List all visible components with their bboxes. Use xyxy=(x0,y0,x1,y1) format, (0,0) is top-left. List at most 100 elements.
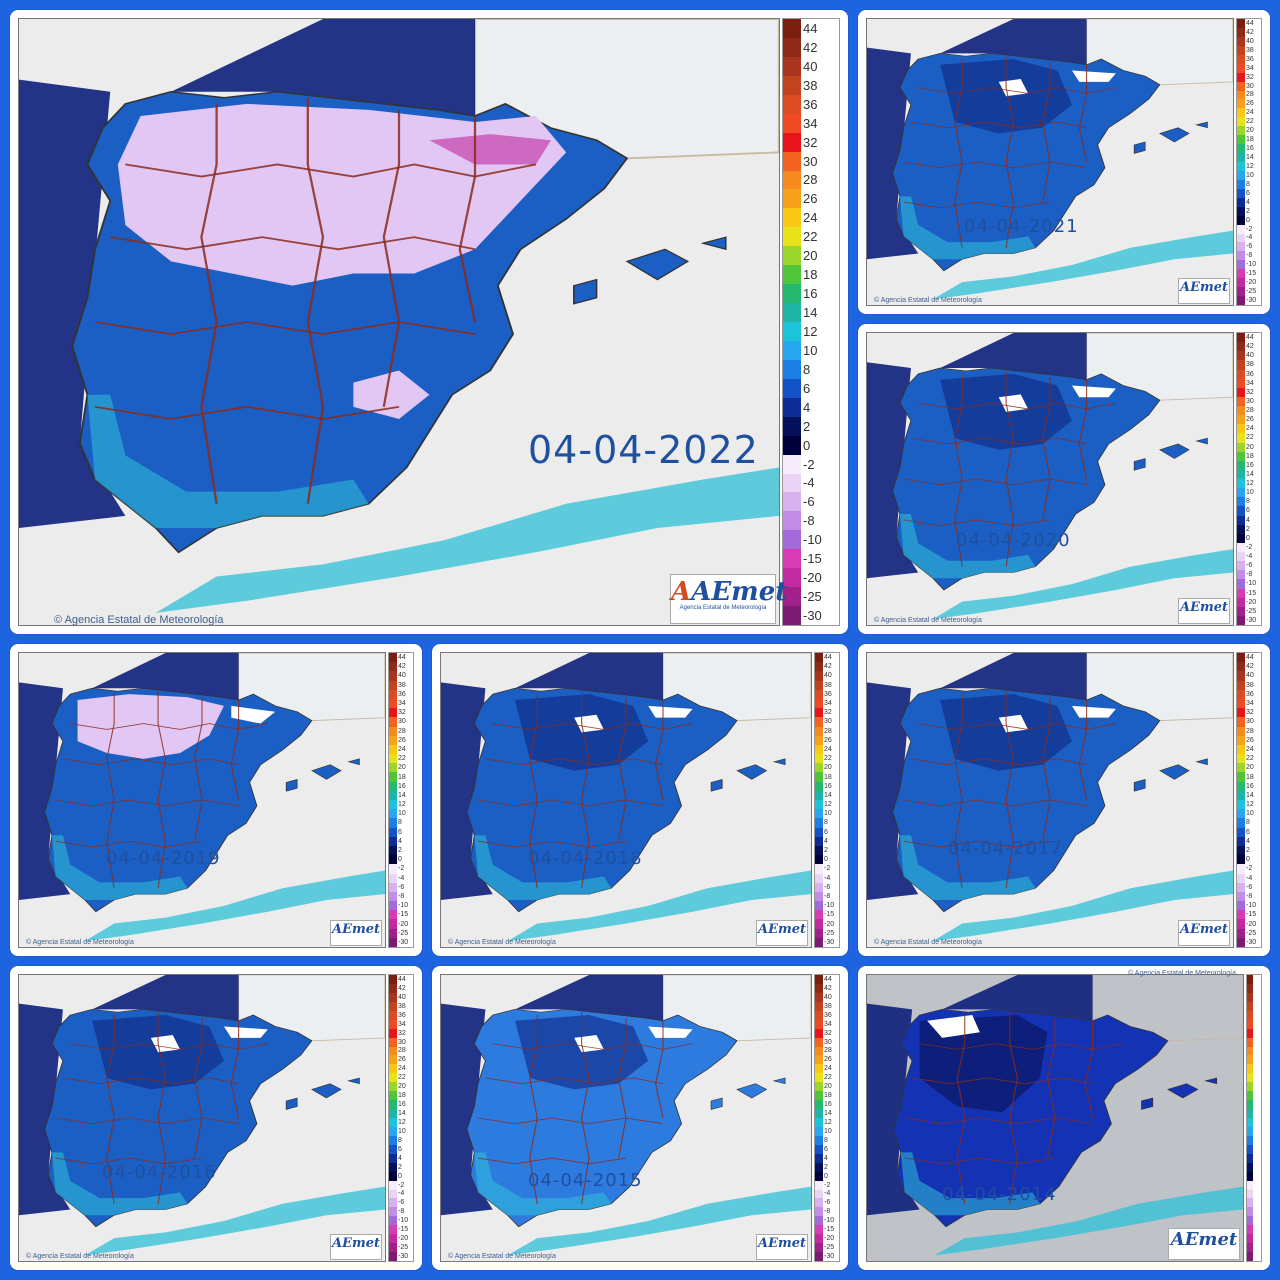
scale-label: 24 xyxy=(1246,425,1254,433)
balearic-island xyxy=(1159,443,1190,459)
scale-swatch xyxy=(1237,451,1245,462)
temperature-map-2022 xyxy=(18,18,780,626)
scale-label: 38 xyxy=(1246,361,1254,369)
scale-swatch xyxy=(1247,1234,1253,1244)
province-border xyxy=(485,1077,664,1085)
sea-temperature-band xyxy=(155,467,779,613)
scale-label: 32 xyxy=(398,1029,406,1037)
snow-patch xyxy=(648,1026,693,1038)
scale-label: 28 xyxy=(824,727,832,735)
scale-swatch xyxy=(1247,1064,1253,1074)
aemet-logo: AEmet xyxy=(1178,598,1230,624)
map-date: 04-04-2021 xyxy=(964,216,1079,237)
scale-label: -6 xyxy=(803,494,815,510)
scale-swatch xyxy=(1247,1126,1253,1137)
scale-swatch xyxy=(815,1252,823,1261)
scale-swatch xyxy=(783,208,801,228)
scale-swatch xyxy=(815,653,823,663)
scale-swatch xyxy=(389,754,397,764)
scale-swatch xyxy=(1237,360,1245,370)
scale-label: 38 xyxy=(1246,46,1254,54)
province-border xyxy=(903,519,1051,527)
balearic-island xyxy=(700,236,727,251)
scale-label: 24 xyxy=(1246,745,1254,753)
province-border xyxy=(581,691,590,889)
scale-swatch xyxy=(389,1144,397,1155)
scale-swatch xyxy=(815,1082,823,1092)
scale-label: 32 xyxy=(398,709,406,717)
scale-swatch xyxy=(815,1118,823,1128)
scale-label: -6 xyxy=(398,883,405,891)
scale-label: 16 xyxy=(398,1101,406,1109)
map-date: 04-04-2014 xyxy=(942,1184,1057,1205)
scale-swatch xyxy=(1247,1019,1253,1030)
scale-swatch xyxy=(1247,1091,1253,1101)
scale-label: 44 xyxy=(803,20,818,36)
scale-swatch xyxy=(1237,162,1245,172)
scale-label: 38 xyxy=(1246,681,1254,689)
scale-swatch xyxy=(389,717,397,727)
scale-swatch xyxy=(783,511,801,531)
scale-swatch xyxy=(389,1001,397,1012)
southern-coast-warm xyxy=(51,835,188,900)
scale-label: -30 xyxy=(1246,297,1257,305)
scale-label: -30 xyxy=(803,608,822,624)
province-border xyxy=(62,1077,239,1085)
scale-swatch xyxy=(1237,735,1245,746)
balearic-island xyxy=(1159,127,1190,143)
scale-swatch xyxy=(1237,135,1245,145)
scale-swatch xyxy=(1237,615,1245,625)
scale-swatch xyxy=(1237,36,1245,47)
map-svg xyxy=(867,975,1243,1261)
scale-swatch xyxy=(1247,1180,1253,1190)
scale-label: 34 xyxy=(398,700,406,708)
scale-swatch xyxy=(389,845,397,856)
scale-label: 30 xyxy=(398,1038,406,1046)
province-border xyxy=(55,840,203,848)
balearic-island xyxy=(1159,764,1190,780)
scale-swatch xyxy=(815,1028,823,1039)
scale-swatch xyxy=(783,284,801,304)
province-border xyxy=(529,1015,538,1204)
scale-swatch xyxy=(1247,1207,1253,1217)
scale-swatch xyxy=(1247,1225,1253,1235)
scale-swatch xyxy=(783,113,801,134)
scale-swatch xyxy=(1237,827,1245,838)
scale-label: 22 xyxy=(824,755,832,763)
balearic-island xyxy=(736,1083,768,1099)
scale-label: 6 xyxy=(1246,189,1250,197)
scale-label: 44 xyxy=(1246,334,1254,342)
scale-label: 40 xyxy=(398,672,406,680)
scale-label: 24 xyxy=(803,210,818,226)
scale-swatch xyxy=(389,653,397,663)
scale-swatch xyxy=(389,708,397,718)
scale-label: -25 xyxy=(398,929,409,937)
scale-label: 22 xyxy=(803,229,818,245)
scale-swatch xyxy=(815,1055,823,1065)
scale-swatch xyxy=(815,790,823,801)
scale-swatch xyxy=(783,56,801,77)
map-panel-2018: 44 42 40 38 36 34 32 30 28 26 24 22 20 18 16 14 12 10 8 6 4 2… xyxy=(432,644,848,956)
scale-label: 30 xyxy=(398,718,406,726)
map-date: 04-04-2018 xyxy=(528,848,643,869)
balearic-island xyxy=(311,764,342,780)
scale-swatch xyxy=(1237,206,1245,217)
province-border xyxy=(477,1117,664,1125)
scale-label: 44 xyxy=(1246,654,1254,662)
scale-swatch xyxy=(815,901,823,911)
scale-swatch xyxy=(1237,63,1245,74)
aemet-logo: AEmet xyxy=(1178,920,1230,946)
scale-swatch xyxy=(389,1216,397,1226)
scale-label: -4 xyxy=(824,874,831,882)
scale-label: 18 xyxy=(1246,452,1254,460)
province-border xyxy=(912,1077,1093,1085)
scale-label: -20 xyxy=(1246,279,1257,287)
scale-label: 20 xyxy=(803,248,818,264)
map-svg xyxy=(441,653,811,947)
scale-label: 10 xyxy=(1246,810,1254,818)
southern-coast-warm xyxy=(474,1152,612,1216)
scale-label: 14 xyxy=(824,1110,832,1118)
scale-label: 12 xyxy=(824,1118,832,1126)
snow-patch xyxy=(648,705,693,718)
scale-swatch xyxy=(815,975,823,985)
